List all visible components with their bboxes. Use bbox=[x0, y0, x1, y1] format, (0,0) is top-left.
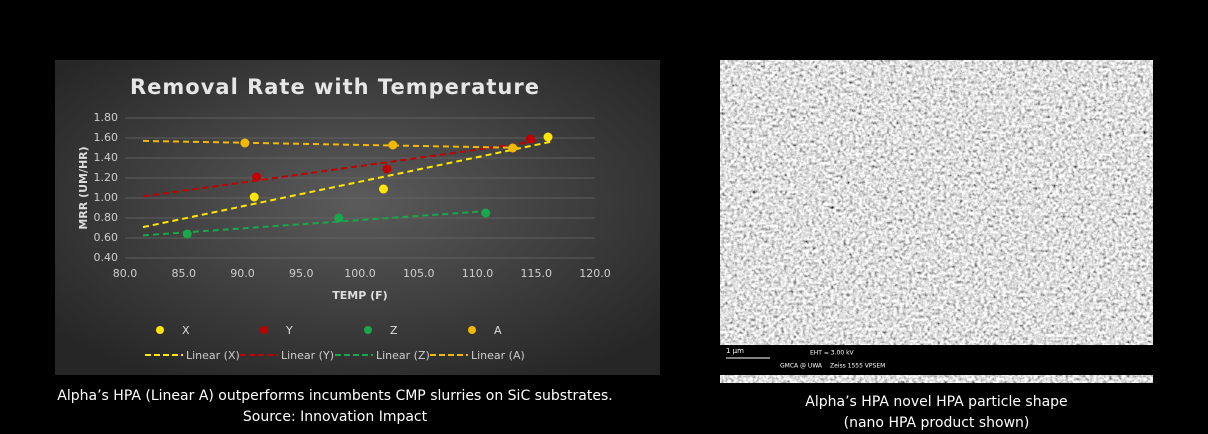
legend-trend-label: Linear (Z) bbox=[376, 349, 430, 362]
x-tick-label: 90.0 bbox=[230, 267, 255, 280]
data-point bbox=[182, 229, 192, 239]
data-point bbox=[481, 208, 491, 218]
y-tick-label: 1.60 bbox=[94, 131, 119, 144]
trendline bbox=[142, 139, 519, 149]
y-tick-label: 0.60 bbox=[94, 231, 119, 244]
data-point bbox=[525, 134, 535, 144]
y-tick-label: 1.20 bbox=[94, 171, 119, 184]
caption-line: Alpha’s HPA novel HPA particle shape bbox=[805, 394, 1068, 410]
x-tick-label: 115.0 bbox=[521, 267, 553, 280]
legend-marker bbox=[260, 326, 268, 334]
trendline bbox=[142, 209, 492, 237]
sem-eht: EHT = 3.00 kV bbox=[810, 350, 855, 357]
data-point bbox=[388, 140, 398, 150]
legend-marker bbox=[364, 326, 372, 334]
legend-label: A bbox=[494, 324, 502, 337]
x-tick-label: 105.0 bbox=[403, 267, 435, 280]
trendline bbox=[142, 140, 537, 198]
x-tick-label: 120.0 bbox=[579, 267, 611, 280]
legend-marker bbox=[468, 326, 476, 334]
y-tick-label: 1.00 bbox=[94, 191, 119, 204]
chart-panel bbox=[55, 60, 660, 375]
legend-trend-label: Linear (A) bbox=[471, 349, 525, 362]
data-point bbox=[240, 138, 250, 148]
legend-label: X bbox=[182, 324, 190, 337]
sem-lab: GMCA @ UWA bbox=[780, 363, 823, 370]
legend-trend-label: Linear (X) bbox=[186, 349, 240, 362]
data-point bbox=[334, 213, 344, 223]
x-tick-label: 85.0 bbox=[172, 267, 197, 280]
y-tick-label: 1.40 bbox=[94, 151, 119, 164]
caption-line: Source: Innovation Impact bbox=[242, 409, 428, 425]
legend-label: Y bbox=[285, 324, 293, 337]
caption-line: (nano HPA product shown) bbox=[843, 415, 1030, 431]
y-tick-label: 0.80 bbox=[94, 211, 119, 224]
x-axis-title: TEMP (F) bbox=[332, 289, 387, 302]
legend-marker bbox=[156, 326, 164, 334]
caption-line: Alpha’s HPA (Linear A) outperforms incum… bbox=[57, 388, 613, 404]
data-point bbox=[382, 164, 392, 174]
x-tick-label: 95.0 bbox=[289, 267, 314, 280]
x-tick-label: 80.0 bbox=[113, 267, 138, 280]
x-tick-label: 100.0 bbox=[344, 267, 376, 280]
x-tick-label: 110.0 bbox=[462, 267, 494, 280]
data-point bbox=[379, 184, 388, 194]
y-tick-label: 0.40 bbox=[94, 251, 119, 264]
y-tick-label: 1.80 bbox=[94, 111, 119, 124]
legend-label: Z bbox=[390, 324, 398, 337]
sem-image bbox=[720, 60, 1153, 383]
y-axis-title: MRR (UM/HR) bbox=[77, 146, 90, 229]
legend-trend-label: Linear (Y) bbox=[281, 349, 334, 362]
sem-scale: 1 µm bbox=[726, 347, 744, 355]
right-caption: Alpha’s HPA novel HPA particle shape (na… bbox=[720, 392, 1153, 434]
data-point bbox=[543, 132, 553, 142]
data-point bbox=[508, 143, 518, 153]
data-point bbox=[249, 192, 259, 202]
left-caption: Alpha’s HPA (Linear A) outperforms incum… bbox=[0, 386, 670, 428]
sem-info-bar bbox=[720, 345, 1153, 375]
chart-title: Removal Rate with Temperature bbox=[130, 75, 540, 99]
sem-scope: Zeiss 1555 VPSEM bbox=[830, 363, 885, 370]
data-point bbox=[252, 172, 262, 182]
